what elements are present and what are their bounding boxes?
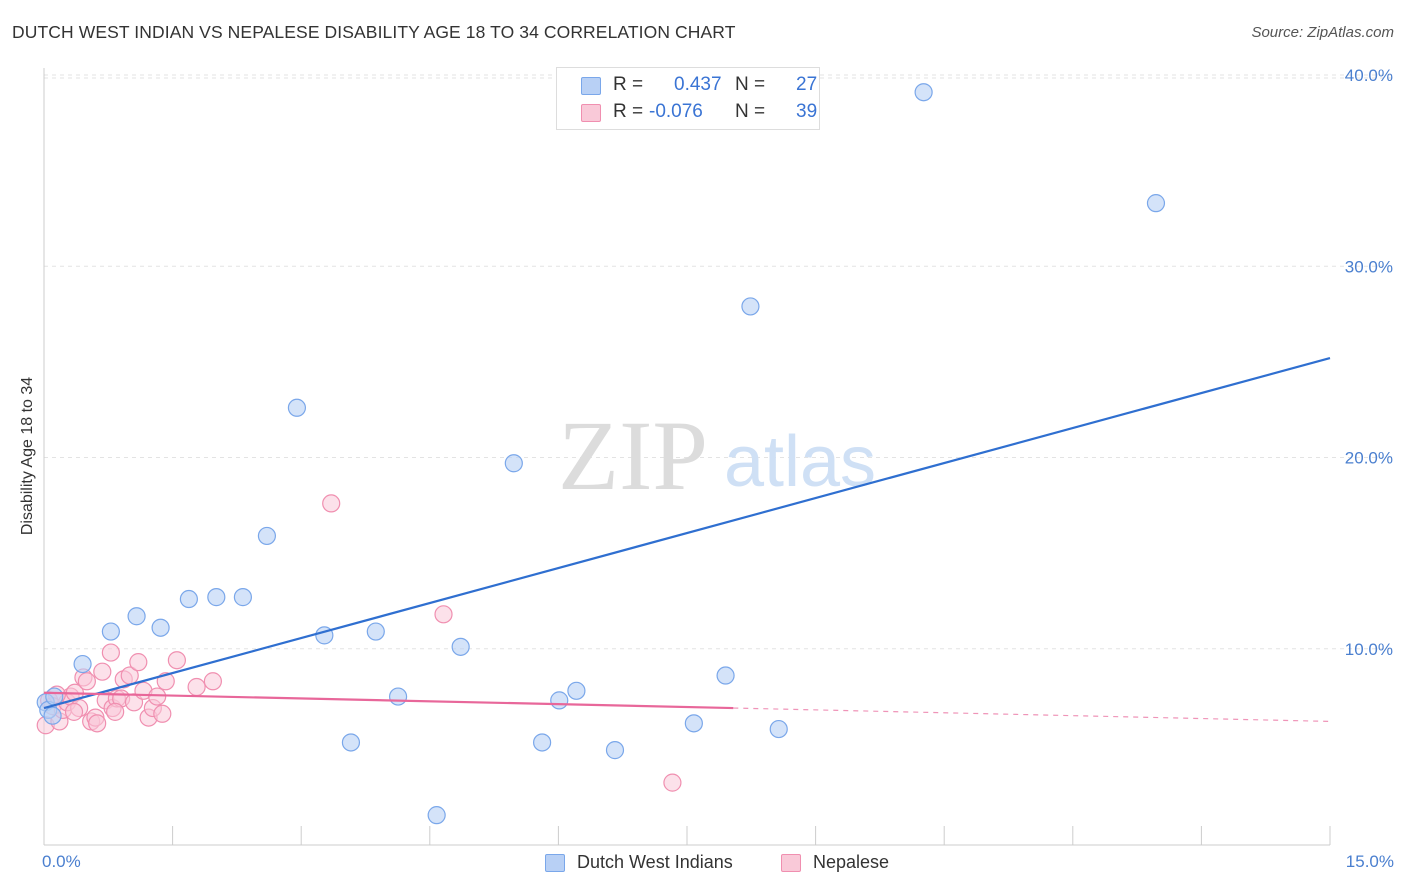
data-point-nepalese <box>129 653 148 672</box>
data-point-nepalese <box>167 651 186 670</box>
dutch-r-value: 0.437 <box>674 74 722 95</box>
y-tick-labels: 10.0% 20.0% 30.0% 40.0% <box>1345 66 1393 659</box>
y-tick-label: 30.0% <box>1345 257 1393 276</box>
trend-lines <box>43 356 1331 723</box>
stats-box: R = 0.437 N = 27 R = -0.076 N = 39 <box>556 67 820 130</box>
data-point-dutch <box>101 622 120 641</box>
watermark-zip: ZIP <box>558 400 708 511</box>
data-point-dutch <box>427 806 446 825</box>
watermark-atlas: atlas <box>724 422 876 502</box>
nepalese-n-value: 39 <box>796 101 818 122</box>
data-point-dutch <box>567 681 586 700</box>
grid <box>44 74 1395 650</box>
legend-swatch-nepalese <box>781 854 801 872</box>
legend-swatch-dutch <box>545 854 565 872</box>
data-point-dutch <box>366 622 385 641</box>
data-point-nepalese <box>77 672 96 691</box>
data-point-dutch <box>1146 194 1166 213</box>
nepalese-r-value: -0.076 <box>649 101 703 122</box>
data-point-dutch <box>741 297 760 316</box>
data-point-dutch <box>287 398 307 417</box>
data-point-nepalese <box>153 704 172 723</box>
legend-label-nepalese: Nepalese <box>813 852 890 872</box>
y-tick-label: 40.0% <box>1345 66 1393 85</box>
trendline-nepalese <box>43 691 734 710</box>
data-point-dutch <box>73 654 92 674</box>
y-tick-label: 20.0% <box>1345 449 1393 468</box>
y-tick-label: 10.0% <box>1345 640 1393 659</box>
data-point-dutch <box>716 666 735 685</box>
data-point-nepalese <box>101 643 120 662</box>
x-tick-label-min: 0.0% <box>42 852 81 871</box>
data-point-dutch <box>207 588 226 607</box>
series-nepalese <box>36 494 682 792</box>
n-label: N = <box>735 101 766 122</box>
trendline-dutch <box>43 356 1331 710</box>
data-point-nepalese <box>88 714 107 733</box>
data-point-dutch <box>914 83 933 102</box>
data-point-nepalese <box>434 605 453 624</box>
data-point-nepalese <box>322 494 341 513</box>
data-point-dutch <box>451 637 470 656</box>
legend: Dutch West Indians Nepalese <box>0 852 1406 878</box>
data-point-nepalese <box>187 677 206 697</box>
data-point-nepalese <box>93 662 112 681</box>
data-point-nepalese <box>64 702 84 721</box>
source-label: Source: ZipAtlas.com <box>1251 24 1394 41</box>
trendline-nepalese-extension <box>733 707 1331 723</box>
data-point-dutch <box>257 526 277 546</box>
data-point-dutch <box>388 687 408 706</box>
dutch-swatch <box>581 77 601 95</box>
data-point-nepalese <box>203 672 222 691</box>
data-point-dutch <box>151 618 170 637</box>
data-point-dutch <box>233 588 253 607</box>
data-point-dutch <box>769 719 788 739</box>
chart-title: DUTCH WEST INDIAN VS NEPALESE DISABILITY… <box>12 22 736 42</box>
x-tick-label-max: 15.0% <box>1345 852 1394 871</box>
data-point-dutch <box>533 733 552 752</box>
axes <box>43 68 1331 846</box>
data-point-dutch <box>504 454 523 473</box>
series-dutch <box>36 83 1166 825</box>
data-point-dutch <box>605 741 625 760</box>
data-point-dutch <box>43 706 62 725</box>
data-point-dutch <box>341 733 361 752</box>
data-point-nepalese <box>148 687 167 706</box>
data-point-dutch <box>684 714 703 733</box>
r-label: R = <box>613 101 644 122</box>
nepalese-swatch <box>581 104 601 122</box>
r-label: R = <box>613 74 644 95</box>
data-point-dutch <box>127 607 146 626</box>
data-point-nepalese <box>106 702 125 721</box>
n-label: N = <box>735 74 766 95</box>
dutch-n-value: 27 <box>796 74 818 95</box>
data-point-nepalese <box>663 773 682 792</box>
data-point-dutch <box>179 589 198 609</box>
legend-label-dutch: Dutch West Indians <box>577 852 733 872</box>
data-point-dutch <box>550 691 569 710</box>
